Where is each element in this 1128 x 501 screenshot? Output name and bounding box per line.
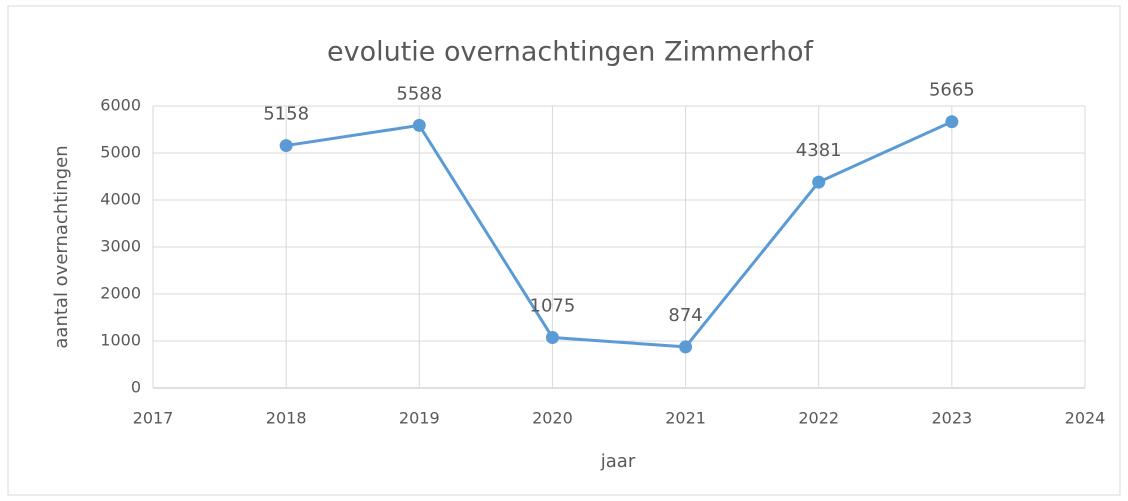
chart-title: evolutie overnachtingen Zimmerhof — [327, 37, 814, 68]
y-axis-label: aantal overnachtingen — [51, 145, 72, 348]
y-tick-label: 0 — [131, 378, 141, 397]
y-tick-label: 6000 — [100, 96, 141, 115]
series-line — [285, 120, 953, 349]
x-tick-label: 2021 — [665, 409, 706, 428]
data-label: 5158 — [263, 104, 309, 125]
x-tick-label: 2024 — [1065, 409, 1106, 428]
data-point — [545, 330, 559, 344]
data-point — [679, 340, 693, 354]
data-label: 5588 — [396, 83, 442, 104]
y-tick-label: 4000 — [100, 190, 141, 209]
y-tick-label: 1000 — [100, 331, 141, 350]
data-point — [412, 118, 426, 132]
x-tick-label: 2020 — [532, 409, 573, 428]
x-axis-label: jaar — [600, 451, 636, 472]
data-point — [812, 175, 826, 189]
data-point — [945, 115, 959, 129]
data-label: 4381 — [796, 140, 842, 161]
y-tick-label: 3000 — [100, 237, 141, 256]
y-tick-label: 2000 — [100, 284, 141, 303]
x-tick-label: 2018 — [266, 409, 307, 428]
data-label: 1075 — [530, 295, 576, 316]
data-label: 5665 — [929, 80, 975, 101]
y-tick-label: 5000 — [100, 143, 141, 162]
x-tick-label: 2019 — [399, 409, 440, 428]
x-tick-label: 2022 — [798, 409, 839, 428]
data-label: 874 — [668, 305, 702, 326]
chart-frame — [7, 5, 1121, 496]
x-tick-label: 2023 — [931, 409, 972, 428]
x-tick-label: 2017 — [133, 409, 174, 428]
data-point — [279, 139, 293, 153]
